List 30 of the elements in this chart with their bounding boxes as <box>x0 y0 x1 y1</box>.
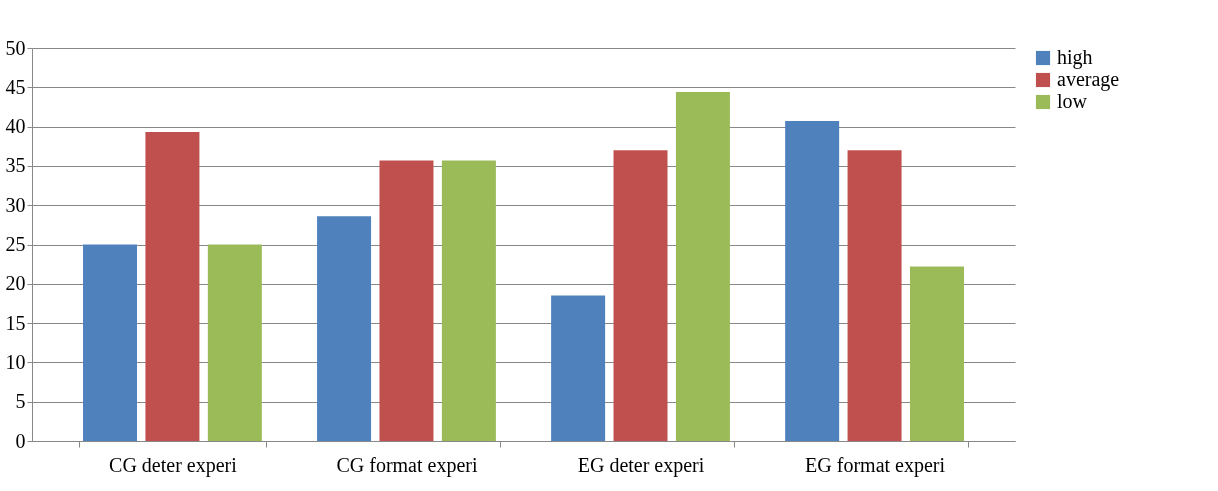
bar <box>441 160 496 441</box>
y-tick-label: 50 <box>5 36 26 59</box>
y-tick-label: 25 <box>5 233 26 255</box>
x-tick-label: EG format experi <box>805 453 946 477</box>
y-tick-label: 45 <box>5 75 26 98</box>
bar <box>551 295 606 441</box>
x-tick-label: CG deter experi <box>109 453 238 477</box>
bar <box>785 121 840 441</box>
bar <box>83 244 138 441</box>
y-tick-label: 30 <box>5 193 26 216</box>
legend-label: average <box>1057 68 1120 91</box>
legend-label: high <box>1057 46 1093 69</box>
x-tick-label: CG format experi <box>336 453 478 477</box>
bar <box>847 150 902 441</box>
y-tick-label: 15 <box>5 311 26 334</box>
bar <box>379 160 434 441</box>
y-tick-label: 10 <box>5 350 26 373</box>
bar <box>613 150 668 441</box>
legend-label: low <box>1057 90 1088 112</box>
x-tick-label: EG deter experi <box>577 453 705 477</box>
bar <box>675 92 730 441</box>
bar <box>145 132 200 441</box>
bar <box>909 266 964 441</box>
y-tick-label: 0 <box>15 429 26 452</box>
y-tick-label: 20 <box>5 272 26 295</box>
bar <box>317 216 372 441</box>
y-tick-label: 40 <box>5 115 26 138</box>
y-tick-label: 35 <box>5 154 26 177</box>
y-tick-label: 5 <box>15 390 26 413</box>
bar <box>207 244 262 441</box>
